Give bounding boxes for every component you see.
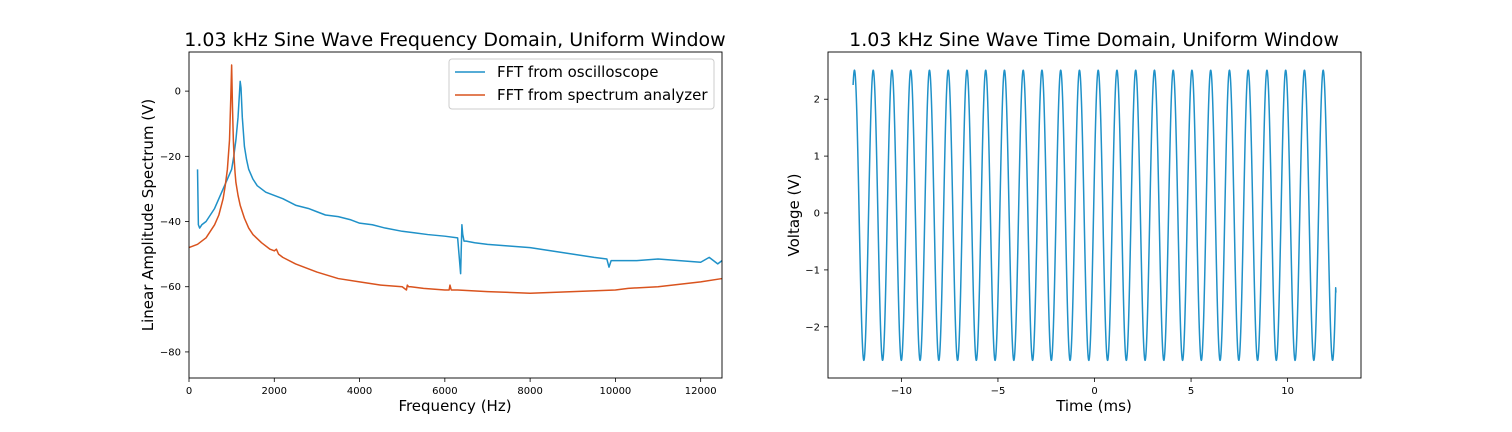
- legend-label-oscilloscope: FFT from oscilloscope: [497, 63, 659, 81]
- y-tick-label: −20: [160, 152, 181, 163]
- chart-title: 1.03 kHz Sine Wave Time Domain, Uniform …: [849, 29, 1339, 51]
- x-tick-label: 0: [1091, 386, 1097, 397]
- x-tick-label: 10000: [599, 386, 631, 397]
- y-axis-label: Linear Amplitude Spectrum (V): [139, 99, 157, 331]
- x-tick-label: −10: [891, 386, 912, 397]
- y-tick-label: −60: [160, 282, 181, 293]
- y-tick-label: 0: [175, 87, 181, 98]
- x-tick-label: 5: [1188, 386, 1194, 397]
- x-tick-label: −5: [991, 386, 1006, 397]
- x-tick-label: 2000: [262, 386, 287, 397]
- tick-layer: 0 2000 4000 6000 8000 10000 12000 0 −20 −40 −60 −80: [160, 87, 717, 397]
- y-axis-label: Voltage (V): [785, 174, 803, 257]
- time-domain-chart: 1.03 kHz Sine Wave Time Domain, Uniform …: [785, 29, 1362, 415]
- y-tick-label: 2: [814, 95, 820, 106]
- y-tick-label: −80: [160, 347, 181, 358]
- y-tick-label: 0: [814, 209, 820, 220]
- x-tick-label: 4000: [347, 386, 372, 397]
- legend-label-spectrum-analyzer: FFT from spectrum analyzer: [497, 86, 708, 104]
- x-tick-label: 8000: [517, 386, 542, 397]
- x-tick-label: 10: [1281, 386, 1294, 397]
- series-line-voltage: [852, 69, 1337, 362]
- series-layer: [852, 69, 1337, 362]
- y-tick-label: −1: [805, 265, 820, 276]
- series-line-fft-from-oscilloscope: [196, 80, 723, 275]
- series-layer: [188, 64, 723, 294]
- y-tick-label: −2: [805, 322, 820, 333]
- x-axis-label: Time (ms): [1055, 397, 1132, 415]
- y-tick-label: 1: [814, 152, 820, 163]
- series-line-fft-from-spectrum-analyzer: [188, 64, 723, 294]
- x-tick-label: 12000: [685, 386, 717, 397]
- x-tick-label: 0: [186, 386, 192, 397]
- plot-frame: [188, 51, 723, 379]
- legend: FFT from oscilloscope FFT from spectrum …: [448, 58, 715, 110]
- frequency-domain-chart: 1.03 kHz Sine Wave Frequency Domain, Uni…: [139, 29, 726, 415]
- x-axis-label: Frequency (Hz): [398, 397, 511, 415]
- legend-box: [448, 58, 715, 110]
- x-tick-label: 6000: [432, 386, 457, 397]
- chart-title: 1.03 kHz Sine Wave Frequency Domain, Uni…: [184, 29, 725, 51]
- y-tick-label: −40: [160, 217, 181, 228]
